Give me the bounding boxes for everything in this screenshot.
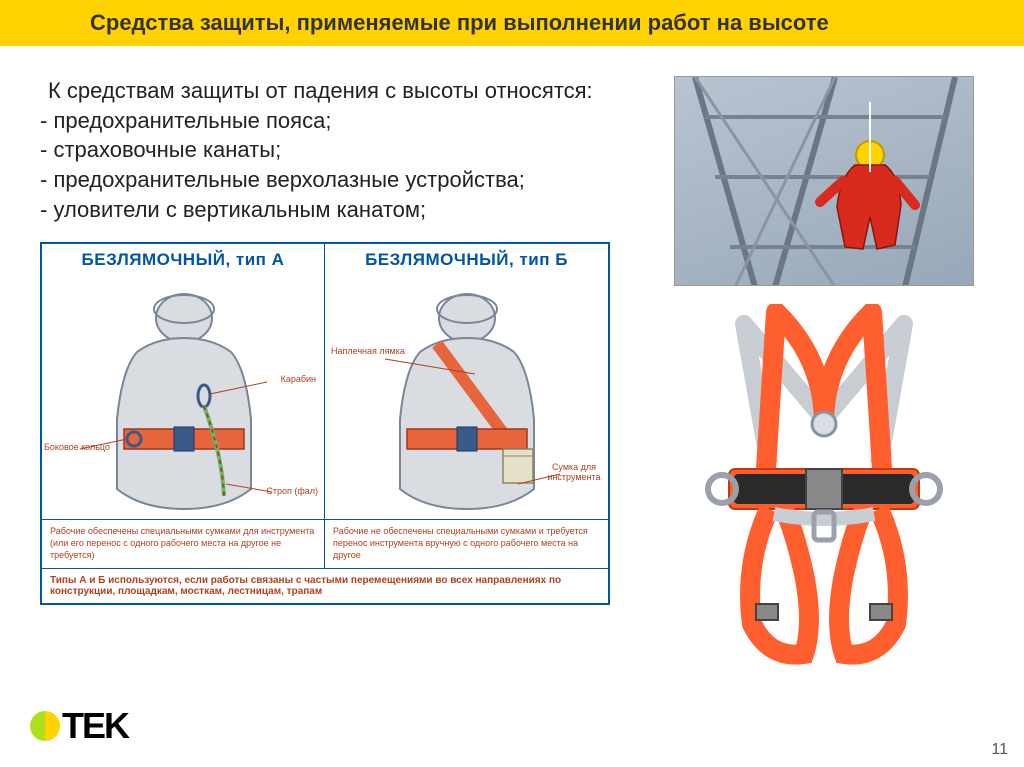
label-carabiner: Карабин — [281, 374, 316, 384]
content-area: К средствам защиты от падения с высоты о… — [0, 46, 1024, 674]
intro-lead: К средствам защиты от падения с высоты о… — [40, 76, 654, 106]
header-bar: Средства защиты, применяемые при выполне… — [0, 0, 1024, 46]
intro-item: - страховочные канаты; — [40, 135, 654, 165]
diagram-desc-a: Рабочие обеспечены специальными сумками … — [42, 520, 325, 567]
intro-item: - предохранительные верхолазные устройст… — [40, 165, 654, 195]
logo-text: TEK — [62, 705, 128, 747]
label-bag: Сумка для инструмента — [544, 462, 604, 482]
diagram-desc-b: Рабочие не обеспечены специальными сумка… — [325, 520, 608, 567]
intro-text: К средствам защиты от падения с высоты о… — [40, 76, 654, 224]
harness-product — [674, 304, 974, 674]
right-column — [674, 76, 984, 674]
figure-type-a: Карабин Боковое кольцо Строп (фал) — [42, 274, 324, 519]
diagram-desc-row: Рабочие обеспечены специальными сумками … — [42, 519, 608, 567]
label-strap: Наплечная лямка — [331, 346, 405, 356]
diagram-col-a: БЕЗЛЯМОЧНЫЙ, тип А — [42, 244, 325, 519]
worker-photo — [674, 76, 974, 286]
label-ring: Боковое кольцо — [44, 442, 110, 452]
page-number: 11 — [991, 741, 1008, 759]
diagram-title-a: БЕЗЛЯМОЧНЫЙ, тип А — [42, 250, 324, 270]
intro-item: - предохранительные пояса; — [40, 106, 654, 136]
intro-item: - уловители с вертикальным канатом; — [40, 195, 654, 225]
logo: TEK — [30, 705, 128, 747]
belt-types-diagram: БЕЗЛЯМОЧНЫЙ, тип А — [40, 242, 610, 604]
page-title: Средства защиты, применяемые при выполне… — [90, 10, 829, 36]
figure-type-b: Наплечная лямка Сумка для инструмента — [325, 274, 608, 519]
diagram-title-b: БЕЗЛЯМОЧНЫЙ, тип Б — [325, 250, 608, 270]
label-lanyard: Строп (фал) — [266, 486, 318, 496]
diagram-col-b: БЕЗЛЯМОЧНЫЙ, тип Б — [325, 244, 608, 519]
diagram-footer: Типы А и Б используются, если работы свя… — [42, 568, 608, 603]
left-column: К средствам защиты от падения с высоты о… — [40, 76, 654, 674]
logo-icon — [30, 711, 60, 741]
